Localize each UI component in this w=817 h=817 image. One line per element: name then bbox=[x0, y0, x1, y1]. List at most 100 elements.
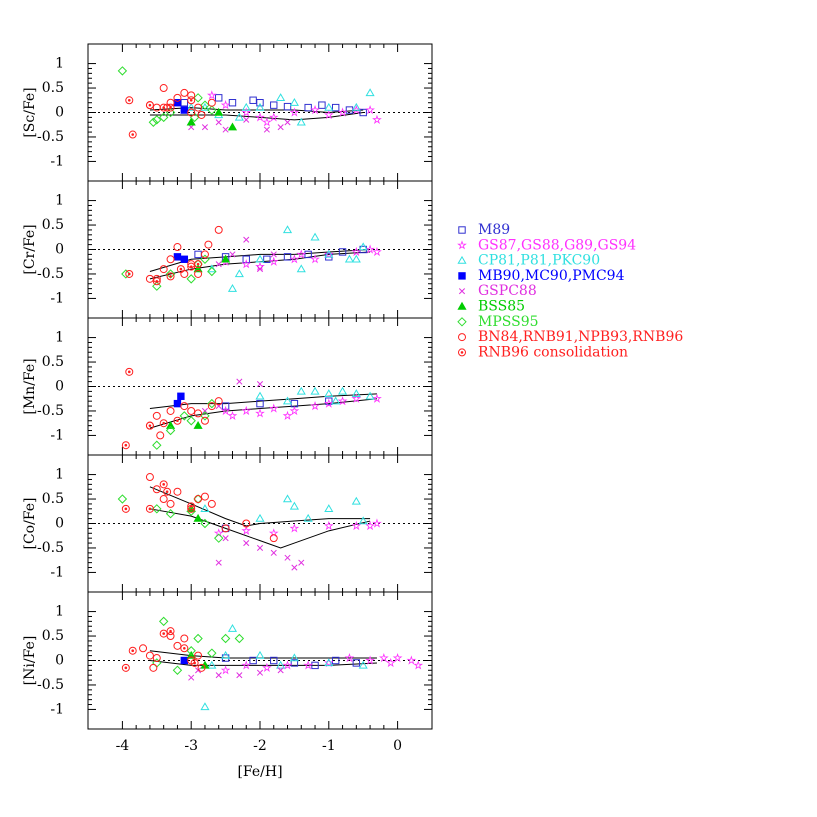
marker bbox=[200, 492, 209, 501]
marker bbox=[290, 659, 299, 667]
marker bbox=[352, 659, 361, 667]
marker bbox=[166, 632, 175, 641]
marker bbox=[296, 117, 306, 126]
marker bbox=[241, 525, 252, 535]
marker bbox=[359, 108, 367, 117]
marker bbox=[249, 656, 257, 665]
marker bbox=[220, 100, 231, 110]
y-tick-label: -1 bbox=[50, 427, 64, 443]
marker bbox=[193, 420, 203, 429]
marker bbox=[149, 663, 158, 672]
marker bbox=[207, 98, 216, 107]
marker-dot bbox=[127, 272, 131, 276]
marker bbox=[195, 667, 202, 674]
marker bbox=[180, 644, 189, 653]
y-tick-label: -1 bbox=[50, 290, 64, 306]
y-axis-label: [Sc/Fe] bbox=[22, 87, 38, 137]
marker bbox=[358, 242, 368, 251]
panel: -1 -0.5 0 0.5 1 [Co/Fe] bbox=[22, 454, 433, 593]
y-tick-label: 0.5 bbox=[42, 354, 64, 370]
marker bbox=[277, 667, 284, 674]
marker-dot bbox=[124, 507, 128, 511]
marker bbox=[323, 398, 334, 408]
marker bbox=[159, 629, 168, 638]
marker bbox=[241, 660, 252, 670]
marker bbox=[406, 655, 417, 665]
marker-dot bbox=[179, 267, 183, 271]
marker bbox=[187, 262, 196, 271]
marker bbox=[194, 495, 203, 504]
marker-dot bbox=[124, 443, 128, 447]
marker bbox=[166, 103, 175, 112]
marker bbox=[214, 225, 223, 234]
marker-ring bbox=[159, 419, 168, 428]
marker-ring bbox=[145, 504, 154, 513]
marker-ring bbox=[145, 101, 154, 110]
y-tick-label: 0 bbox=[55, 379, 64, 395]
marker-dot bbox=[165, 490, 169, 493]
marker bbox=[331, 656, 340, 665]
marker bbox=[338, 248, 347, 256]
marker bbox=[331, 396, 341, 405]
marker bbox=[276, 93, 286, 102]
marker bbox=[173, 93, 182, 102]
marker-dot bbox=[162, 632, 165, 635]
marker bbox=[117, 66, 128, 76]
marker bbox=[145, 651, 154, 660]
marker bbox=[186, 646, 196, 656]
x-tick-label: -4 bbox=[116, 738, 130, 754]
marker bbox=[372, 393, 382, 403]
marker bbox=[256, 381, 264, 388]
marker bbox=[180, 106, 189, 114]
marker bbox=[227, 122, 238, 131]
marker-ring bbox=[128, 130, 137, 139]
marker bbox=[221, 254, 231, 263]
marker bbox=[365, 655, 375, 665]
marker bbox=[365, 244, 375, 254]
marker bbox=[180, 634, 189, 643]
marker-ring bbox=[121, 663, 130, 672]
marker-ring bbox=[128, 646, 137, 655]
legend-label: MPSS95 bbox=[478, 314, 539, 330]
trend-line bbox=[149, 112, 364, 121]
marker-dot bbox=[183, 646, 186, 650]
marker-dot bbox=[148, 424, 152, 427]
marker-ring bbox=[180, 644, 189, 653]
marker bbox=[241, 107, 252, 117]
legend-label: BN84,RNB91,NPB93,RNB96 bbox=[478, 329, 683, 345]
marker bbox=[243, 540, 250, 547]
marker bbox=[180, 255, 189, 263]
marker bbox=[249, 96, 257, 104]
marker bbox=[458, 272, 466, 280]
marker bbox=[207, 648, 217, 658]
panel: -1 -0.5 0 0.5 1 -4 -3 -2 -1 0 [Ni/Fe] bbox=[22, 591, 433, 754]
marker bbox=[173, 487, 182, 496]
marker bbox=[187, 108, 196, 117]
marker bbox=[351, 393, 362, 403]
y-tick-label: 1 bbox=[55, 467, 64, 483]
marker bbox=[193, 513, 203, 522]
marker-ring bbox=[125, 96, 134, 105]
marker-ring bbox=[176, 265, 185, 274]
marker bbox=[241, 259, 252, 269]
marker bbox=[166, 499, 175, 508]
y-axis-label: [Ni/Fe] bbox=[22, 636, 38, 686]
marker bbox=[304, 103, 312, 112]
marker bbox=[220, 405, 231, 416]
marker bbox=[256, 266, 264, 273]
marker bbox=[180, 656, 189, 665]
marker bbox=[255, 254, 265, 263]
marker bbox=[173, 416, 182, 425]
marker bbox=[152, 654, 161, 663]
marker-dot bbox=[169, 275, 172, 278]
y-tick-label: 0 bbox=[55, 242, 64, 258]
y-tick-label: 1 bbox=[55, 193, 64, 209]
marker bbox=[255, 650, 265, 659]
marker bbox=[228, 99, 237, 107]
marker bbox=[201, 124, 209, 131]
marker bbox=[117, 494, 128, 504]
marker bbox=[323, 109, 334, 120]
marker-dot bbox=[196, 262, 200, 266]
marker bbox=[351, 254, 361, 263]
